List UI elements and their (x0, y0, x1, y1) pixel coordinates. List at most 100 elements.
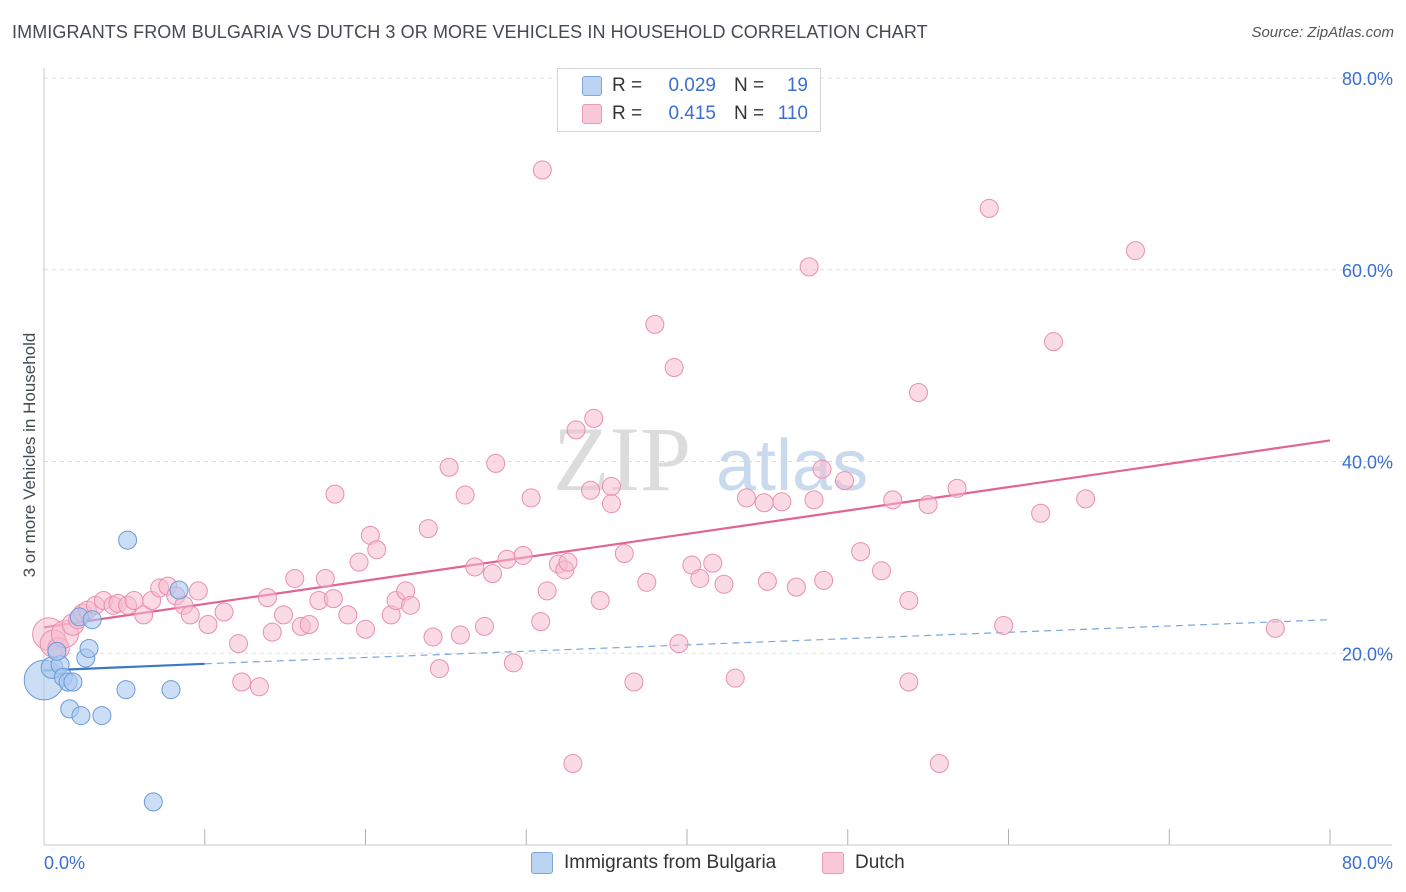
legend-swatch-blue (582, 76, 602, 96)
dutch-point (814, 570, 834, 590)
dutch-point (899, 672, 919, 692)
dutch-point (637, 572, 657, 592)
tick-labels: 20.0% 40.0% 60.0% 80.0% 0.0% 80.0% (44, 69, 1393, 873)
n-value: 19 (786, 75, 808, 96)
dutch-point (323, 589, 343, 609)
dutch-point (262, 622, 282, 642)
series-legend: Immigrants from Bulgaria Dutch (0, 852, 1406, 878)
dutch-point (754, 493, 774, 513)
dutch-point (513, 545, 533, 565)
dutch-point (563, 754, 583, 774)
dutch-point (429, 659, 449, 679)
dutch-point (229, 634, 249, 654)
dutch-point (772, 492, 792, 512)
n-label: N = (734, 75, 765, 96)
dutch-point (482, 564, 502, 584)
bulgaria-point (143, 792, 163, 812)
dutch-point (531, 612, 551, 632)
x-tick-label: 80.0% (1342, 853, 1393, 873)
bulgaria-trend-extension (204, 619, 1331, 665)
dutch-point (198, 614, 218, 634)
bulgaria-point (116, 680, 136, 700)
dutch-point (497, 549, 517, 569)
dutch-point (274, 605, 294, 625)
dutch-point (725, 668, 745, 688)
dutch-point (558, 552, 578, 572)
dutch-point (349, 552, 369, 572)
r-label: R = (612, 75, 643, 96)
dutch-point (1044, 332, 1064, 352)
stats-legend: R = 0.029 N = 19 R = 0.415 N = 110 (557, 68, 821, 132)
bulgaria-trend-line (43, 662, 205, 672)
axes (43, 68, 1392, 846)
dutch-point (537, 581, 557, 601)
dutch-point (757, 571, 777, 591)
dutch-point (812, 459, 832, 479)
dutch-point (450, 625, 470, 645)
chart-title: IMMIGRANTS FROM BULGARIA VS DUTCH 3 OR M… (12, 22, 928, 42)
dutch-point (367, 540, 387, 560)
dutch-point (872, 561, 892, 581)
dutch-point (188, 581, 208, 601)
dutch-point (883, 490, 903, 510)
dutch-point (714, 574, 734, 594)
dutch-point (1125, 241, 1145, 261)
dutch-point (979, 198, 999, 218)
bulgaria-points (23, 530, 189, 812)
legend-swatch-blue (531, 852, 553, 874)
bulgaria-point (79, 638, 99, 658)
dutch-point (299, 614, 319, 634)
dutch-point (835, 471, 855, 491)
dutch-point (601, 476, 621, 496)
dutch-point (1076, 489, 1096, 509)
y-tick-label: 40.0% (1342, 453, 1393, 473)
bulgaria-point (63, 672, 83, 692)
bulgaria-point (169, 580, 189, 600)
dutch-point (532, 160, 552, 180)
dutch-point (669, 634, 689, 654)
n-label: N = (734, 103, 765, 124)
dutch-point (315, 568, 335, 588)
legend-item-dutch[interactable]: Dutch (822, 852, 905, 874)
y-tick-label: 80.0% (1342, 69, 1393, 89)
dutch-point (474, 616, 494, 636)
dutch-point (249, 677, 269, 697)
legend-item-bulgaria[interactable]: Immigrants from Bulgaria (531, 852, 776, 874)
dutch-point (401, 595, 421, 615)
dutch-point (899, 591, 919, 611)
bulgaria-point (71, 706, 91, 726)
r-value: 0.415 (668, 103, 716, 124)
dutch-point (134, 605, 154, 625)
y-tick-label: 20.0% (1342, 644, 1393, 664)
dutch-point (1265, 618, 1285, 638)
legend-row-bulgaria: R = 0.029 N = 19 (582, 75, 808, 97)
n-value: 110 (777, 103, 808, 124)
dutch-point (664, 358, 684, 378)
dutch-point (799, 257, 819, 277)
dutch-point (584, 408, 604, 428)
legend-row-dutch: R = 0.415 N = 110 (582, 103, 808, 125)
source-label: Source: ZipAtlas.com (1251, 24, 1394, 41)
r-label: R = (612, 103, 643, 124)
dutch-points (32, 160, 1285, 774)
dutch-point (918, 495, 938, 515)
bulgaria-point (161, 680, 181, 700)
dutch-point (257, 588, 277, 608)
dutch-point (947, 478, 967, 498)
dutch-point (232, 672, 252, 692)
dutch-point (486, 453, 506, 473)
bulgaria-point (82, 610, 102, 630)
dutch-point (465, 557, 485, 577)
dutch-point (439, 457, 459, 477)
dutch-point (338, 605, 358, 625)
dutch-point (736, 488, 756, 508)
dutch-point (356, 619, 375, 639)
dutch-point (325, 484, 345, 504)
dutch-point (690, 568, 710, 588)
legend-label-dutch: Dutch (855, 852, 905, 873)
bulgaria-point (118, 530, 138, 550)
dutch-point (581, 480, 601, 500)
legend-swatch-pink (582, 104, 602, 124)
dutch-point (703, 553, 723, 573)
dutch-point (614, 544, 634, 564)
